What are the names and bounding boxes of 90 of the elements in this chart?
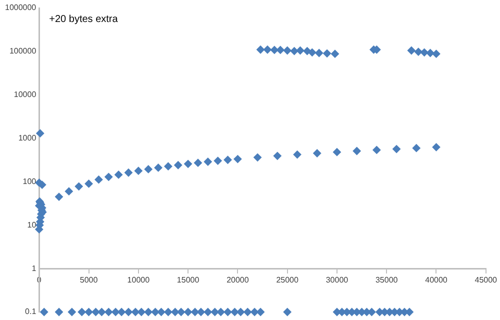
point — [84, 180, 93, 188]
point — [74, 182, 83, 190]
point — [177, 308, 186, 316]
y-tick-label: 1000 — [18, 133, 37, 142]
x-tick-label: 15000 — [176, 276, 200, 285]
point — [114, 170, 123, 179]
point — [40, 308, 48, 316]
point — [104, 308, 113, 316]
x-tick-label: 45000 — [474, 276, 498, 285]
point — [352, 146, 361, 155]
point — [290, 47, 298, 56]
point — [224, 156, 232, 164]
y-tick-label: 10 — [27, 220, 37, 230]
point — [68, 308, 76, 316]
point — [164, 162, 172, 170]
point — [330, 50, 339, 58]
point — [263, 46, 272, 54]
point — [104, 172, 113, 181]
point — [194, 158, 202, 167]
point — [98, 308, 106, 316]
point — [256, 46, 265, 54]
point — [174, 161, 182, 170]
point — [270, 46, 278, 54]
point — [204, 158, 212, 166]
x-tick-label: 10000 — [127, 276, 150, 285]
point — [392, 145, 401, 154]
point — [84, 308, 93, 316]
point — [144, 165, 152, 174]
y-tick-label: 1000000 — [4, 3, 37, 12]
point — [131, 308, 140, 316]
point — [276, 46, 284, 54]
point — [332, 148, 341, 156]
point — [55, 308, 63, 316]
y-tick-label: 10000 — [14, 90, 37, 100]
point — [124, 168, 132, 177]
point — [157, 308, 166, 316]
x-tick-label: 40000 — [425, 276, 448, 285]
point — [412, 144, 420, 152]
point — [432, 143, 440, 152]
point — [234, 155, 242, 164]
point — [184, 160, 192, 168]
point — [78, 308, 86, 316]
y-tick-label: 1 — [32, 264, 37, 273]
point — [36, 129, 44, 138]
point — [315, 49, 324, 57]
x-tick-label: 35000 — [375, 276, 398, 285]
point — [323, 49, 332, 58]
point — [204, 308, 212, 316]
x-tick-label: 5000 — [80, 276, 98, 285]
annotation: +20 bytes extra — [49, 14, 118, 25]
point — [94, 176, 103, 184]
y-tick-label: 0.1 — [25, 307, 37, 316]
point — [144, 308, 152, 316]
point — [171, 308, 180, 316]
y-tick-label: 100000 — [9, 46, 37, 56]
point — [372, 146, 381, 154]
point — [137, 308, 146, 316]
point — [216, 308, 225, 316]
y-tick-label: 100 — [22, 176, 37, 186]
point — [164, 308, 172, 316]
point — [154, 164, 162, 172]
point — [420, 48, 428, 56]
x-tick-label: 25000 — [276, 276, 299, 285]
point — [151, 308, 160, 316]
point — [55, 192, 63, 201]
point — [283, 46, 292, 55]
point — [112, 308, 120, 316]
point — [296, 46, 304, 55]
point — [214, 156, 222, 165]
point — [308, 48, 316, 56]
point — [432, 50, 440, 58]
x-tick-label: 30000 — [326, 276, 349, 285]
x-tick-label: 20000 — [226, 276, 250, 285]
point — [118, 308, 126, 316]
point — [224, 308, 232, 316]
point — [124, 308, 132, 316]
point — [293, 150, 302, 159]
point — [236, 308, 245, 316]
point — [283, 308, 292, 316]
point — [184, 308, 192, 316]
point — [64, 187, 73, 196]
point — [313, 149, 322, 158]
point — [256, 308, 265, 316]
point — [414, 48, 422, 56]
point — [134, 166, 142, 175]
point — [254, 153, 262, 162]
point — [273, 152, 282, 160]
point — [210, 308, 219, 316]
point — [407, 46, 416, 55]
point — [244, 308, 252, 316]
